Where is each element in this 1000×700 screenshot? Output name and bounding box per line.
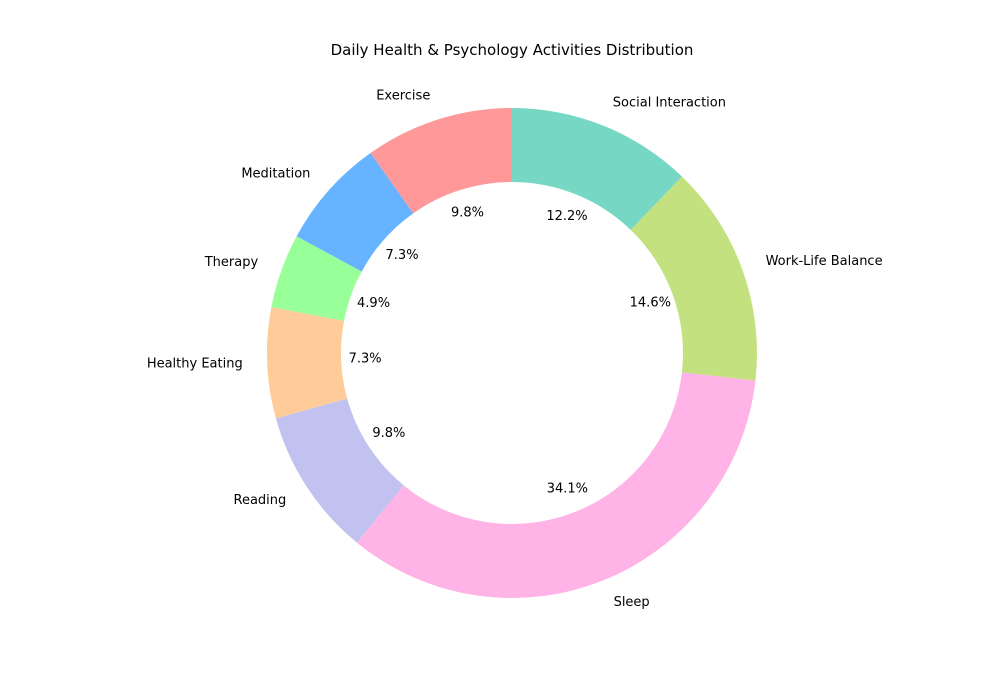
labels-group: Exercise 9.8% Meditation 7.3% Therapy 4.9% Hea… (147, 89, 883, 610)
label-work-life-balance: Work-Life Balance (766, 254, 883, 269)
slice-reading (275, 398, 404, 543)
label-sleep: Sleep (614, 595, 650, 610)
slice-social-interaction (512, 108, 682, 230)
pct-label-work-life-balance: 14.6% (630, 296, 671, 311)
slice-exercise (370, 108, 512, 214)
pct-label-social-interaction: 12.2% (546, 209, 587, 224)
slice-sleep (357, 372, 756, 598)
pct-label-exercise: 9.8% (451, 205, 484, 220)
pct-label-reading: 9.8% (372, 426, 405, 441)
pct-label-healthy-eating: 7.3% (349, 352, 382, 367)
label-healthy-eating: Healthy Eating (147, 357, 243, 372)
label-reading: Reading (234, 493, 287, 508)
pct-label-therapy: 4.9% (357, 296, 390, 311)
label-therapy: Therapy (204, 255, 259, 270)
label-social-interaction: Social Interaction (613, 96, 726, 111)
pct-label-meditation: 7.3% (386, 248, 419, 263)
slice-work-life-balance (630, 176, 757, 381)
chart-title: Daily Health & Psychology Activities Dis… (331, 41, 694, 59)
slice-healthy-eating (267, 307, 348, 419)
slices-group (267, 108, 757, 598)
label-exercise: Exercise (376, 89, 430, 104)
label-meditation: Meditation (241, 167, 310, 182)
slice-therapy (271, 236, 362, 321)
slice-meditation (296, 152, 414, 272)
pct-label-sleep: 34.1% (547, 482, 588, 497)
